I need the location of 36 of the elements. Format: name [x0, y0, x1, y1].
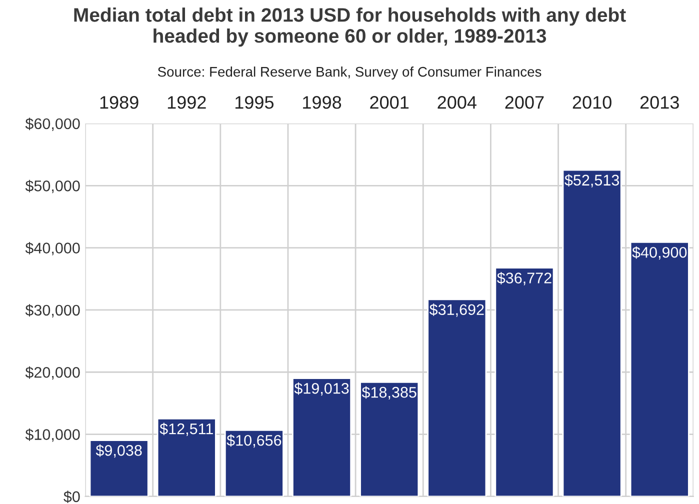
data-label: $12,511: [160, 422, 213, 436]
bar: [292, 378, 352, 496]
source-note: Source: Federal Reserve Bank, Survey of Consumer Finances: [158, 66, 542, 80]
y-tick-label: $60,000: [25, 118, 80, 131]
bar: [224, 430, 284, 496]
data-label: $36,772: [497, 272, 552, 286]
bar: [630, 242, 690, 496]
x-tick-label: 1998: [303, 96, 342, 109]
x-tick-label: 2007: [505, 96, 544, 109]
x-tick-label: 1995: [236, 96, 274, 109]
x-tick-label: 2013: [640, 96, 679, 109]
y-tick-label: $10,000: [25, 428, 80, 442]
x-tick-label: 1992: [168, 96, 206, 109]
y-tick-label: $0: [64, 490, 80, 504]
data-label: $52,513: [564, 174, 619, 188]
y-tick-label: $20,000: [25, 366, 80, 380]
data-label: $31,692: [429, 304, 484, 317]
bar: [156, 418, 216, 496]
data-label: $9,038: [96, 444, 142, 458]
x-tick-label: 2001: [370, 96, 409, 109]
data-label: $40,900: [632, 246, 687, 260]
x-tick-label: 1989: [100, 96, 138, 109]
y-tick-label: $30,000: [25, 304, 80, 318]
bar: [427, 298, 487, 496]
y-tick-label: $40,000: [25, 242, 80, 256]
bar: [360, 381, 420, 496]
x-tick-label: 2004: [438, 96, 476, 109]
chart-title: Median total debt in 2013 USD for households with any debt headed by someone 60 or older, 1989-2013: [74, 8, 626, 47]
bar: [494, 267, 554, 496]
data-label: $18,385: [362, 386, 416, 400]
bar: [89, 440, 149, 496]
x-tick-label: 2010: [572, 96, 612, 109]
y-tick-label: $50,000: [25, 180, 80, 194]
data-label: $19,013: [294, 382, 349, 396]
data-label: $10,656: [226, 434, 282, 448]
bar: [562, 169, 622, 496]
